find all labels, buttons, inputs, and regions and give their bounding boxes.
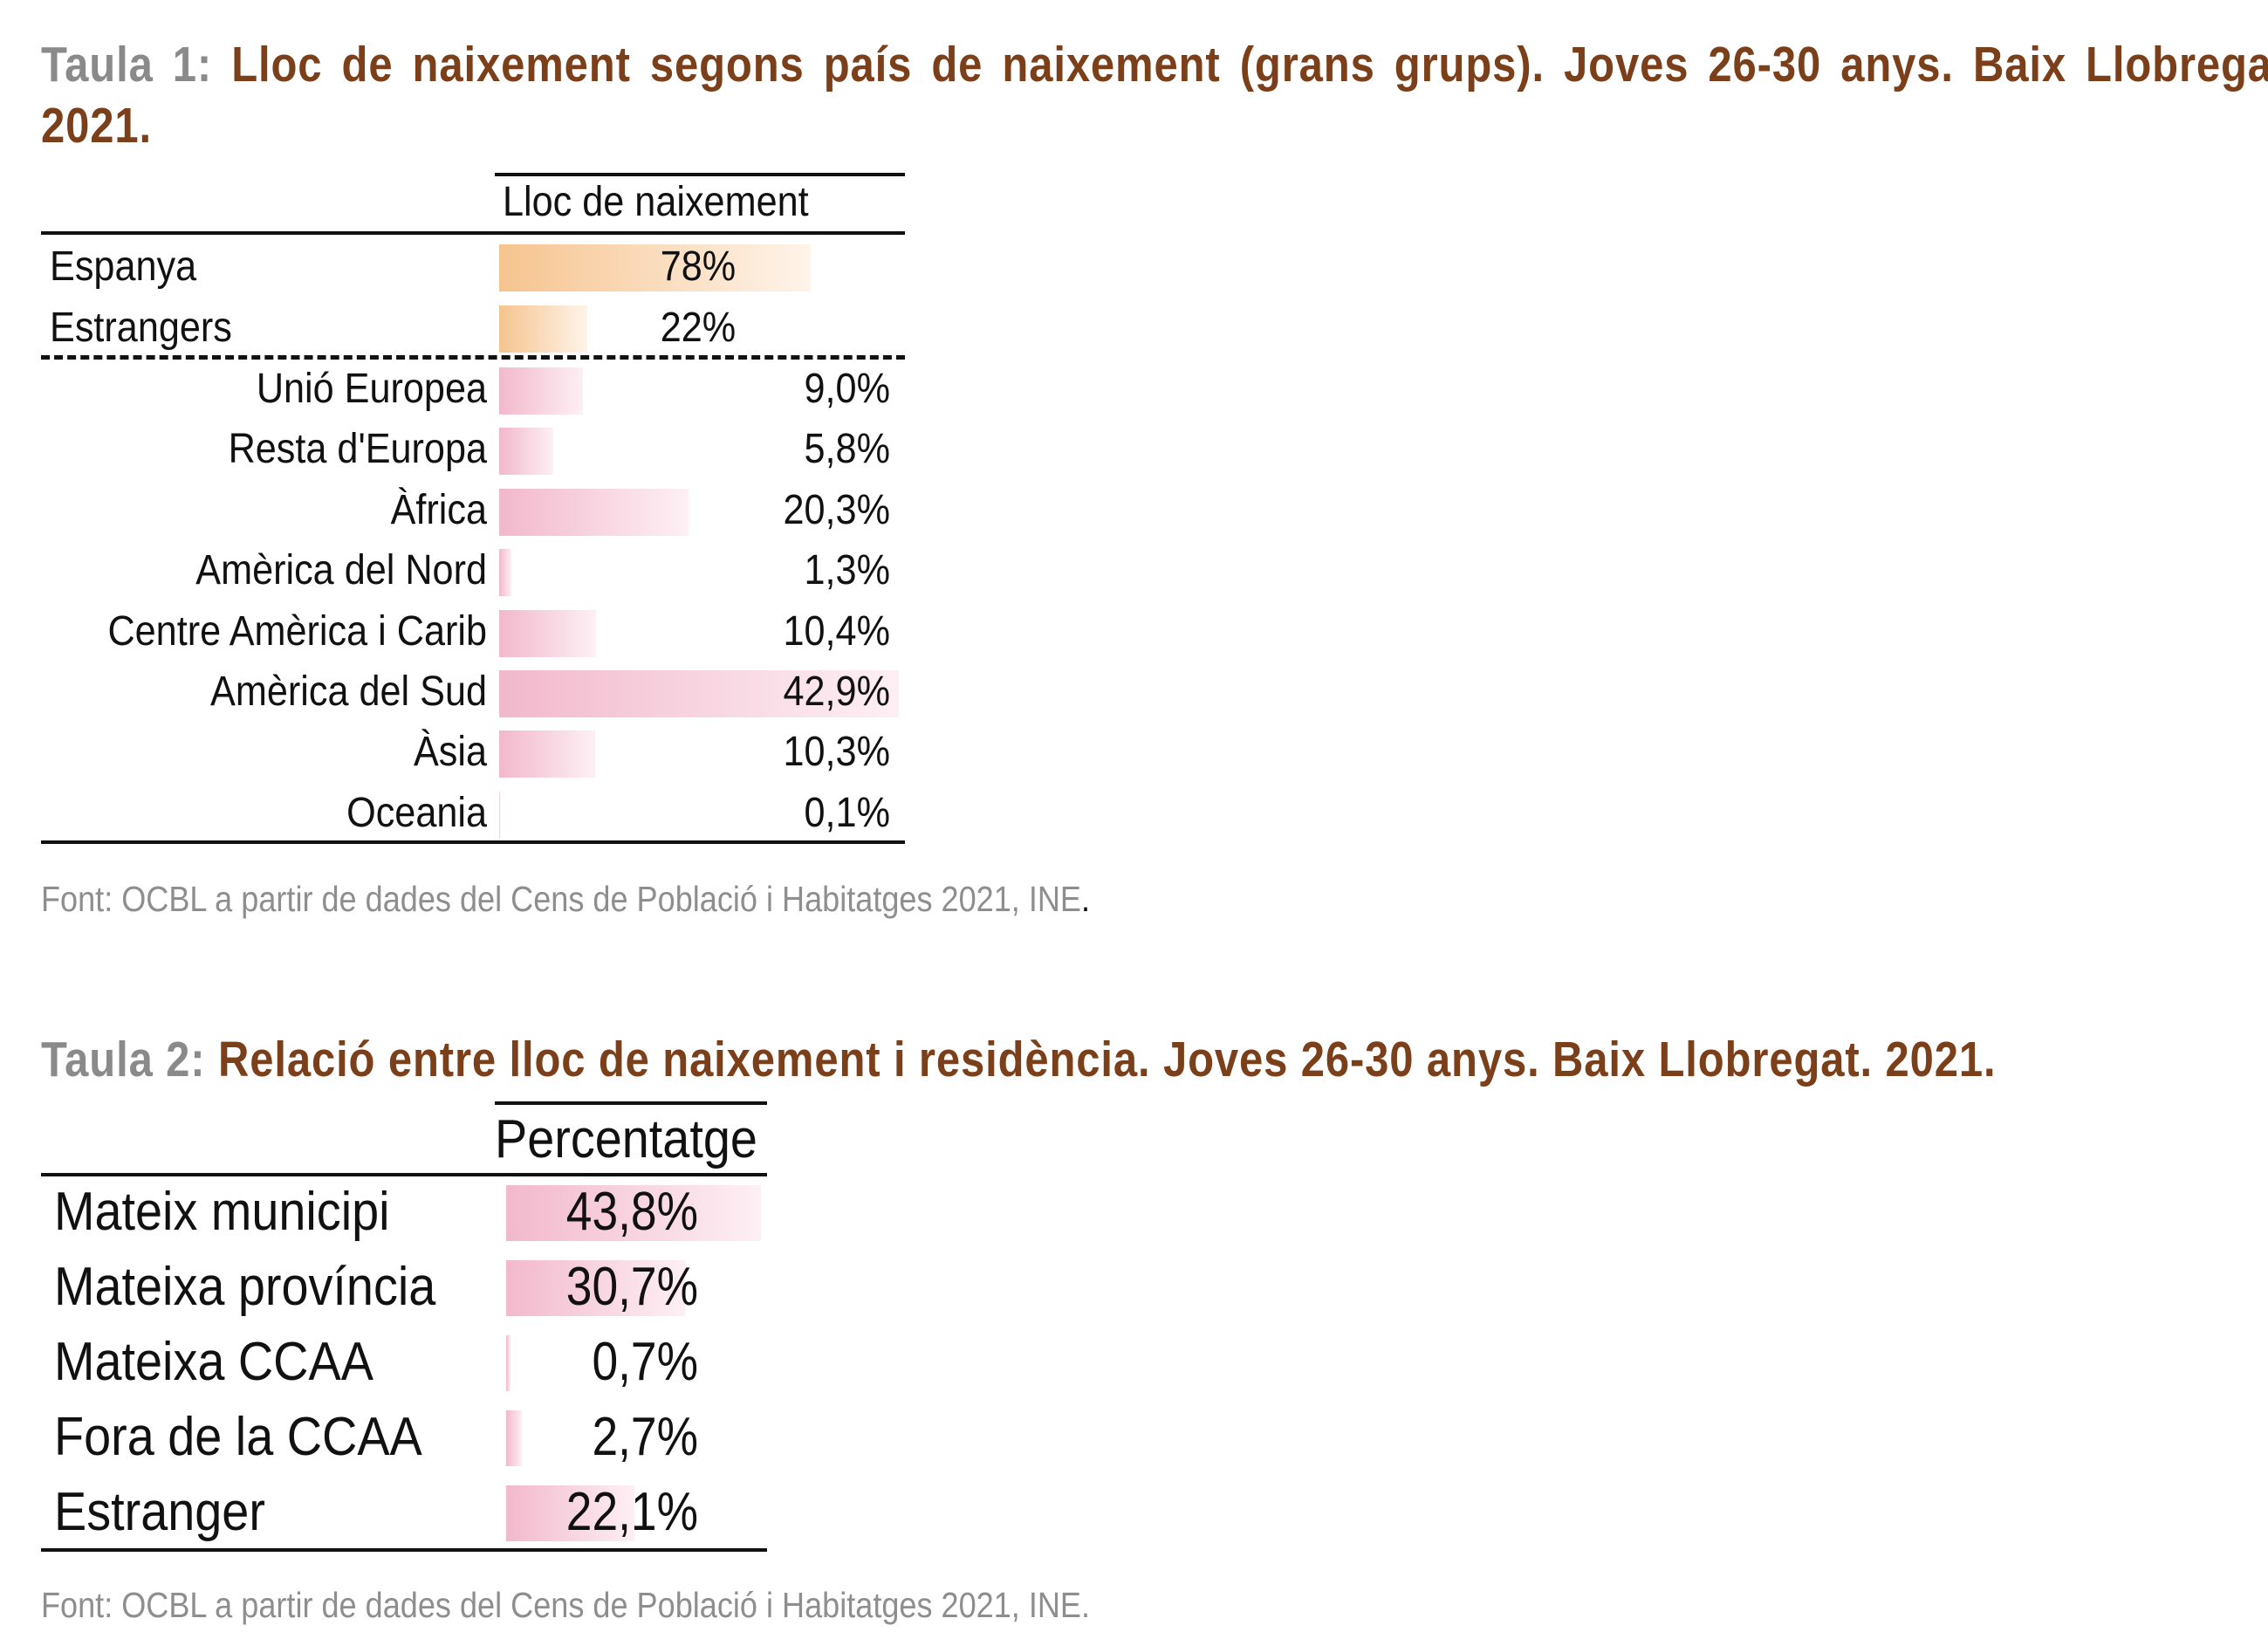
row-label: Mateix municipi xyxy=(54,1182,390,1242)
row-label: Unió Europea xyxy=(256,366,487,412)
row-value: 1,3% xyxy=(804,547,890,594)
row-value: 20,3% xyxy=(783,486,890,533)
row-bar xyxy=(499,305,587,353)
table2-bottom-rule xyxy=(41,1548,767,1552)
table1-source: Font: OCBL a partir de dades del Cens de… xyxy=(41,879,1090,920)
table2-title-text: Relació entre lloc de naixement i residè… xyxy=(217,1032,1997,1087)
table2-title: Taula 2: Relació entre lloc de naixement… xyxy=(41,1030,2268,1091)
row-label: Mateixa CCAA xyxy=(54,1332,373,1392)
row-value: 42,9% xyxy=(783,669,890,715)
row-label: Oceania xyxy=(346,789,487,836)
row-bar xyxy=(499,244,812,291)
row-value: 2,7% xyxy=(592,1407,698,1467)
row-label: Amèrica del Sud xyxy=(210,669,487,715)
row-label: Amèrica del Nord xyxy=(195,547,487,594)
row-label: Fora de la CCAA xyxy=(54,1407,422,1467)
row-value: 0,7% xyxy=(592,1332,698,1392)
row-bar xyxy=(499,670,899,717)
row-value: 30,7% xyxy=(565,1257,698,1317)
row-label: Espanya xyxy=(50,243,197,290)
row-bar xyxy=(499,549,511,597)
row-label: Resta d'Europa xyxy=(228,426,487,473)
table1-bottom-rule xyxy=(41,840,905,844)
row-value: 10,3% xyxy=(783,729,890,776)
row-bar xyxy=(506,1185,761,1241)
row-value: 0,1% xyxy=(804,789,890,836)
table2-header-bottom-rule xyxy=(41,1173,767,1176)
table1-title: Taula 1: Lloc de naixement segons país d… xyxy=(41,35,2268,156)
row-label: Àsia xyxy=(413,729,487,776)
row-bar xyxy=(506,1260,685,1316)
row-bar xyxy=(499,609,597,657)
row-bar xyxy=(506,1410,522,1466)
table1-header-top-rule xyxy=(495,173,905,176)
row-bar xyxy=(499,367,584,415)
row-label: Àfrica xyxy=(390,486,487,533)
table1-dashed-separator xyxy=(41,355,905,360)
row-label: Estranger xyxy=(54,1482,265,1542)
row-value: 78% xyxy=(660,243,737,290)
row-value: 22,1% xyxy=(565,1482,698,1542)
table2-column-header: Percentatge xyxy=(495,1109,757,1169)
table1-column-header: Lloc de naixement xyxy=(503,179,809,225)
row-value: 5,8% xyxy=(804,426,890,473)
row-value: 43,8% xyxy=(565,1182,698,1242)
row-value: 10,4% xyxy=(783,607,890,655)
table1-title-text: Lloc de naixement segons país de naixeme… xyxy=(41,37,2268,154)
row-value: 22% xyxy=(660,305,737,351)
table1-title-number: Taula 1: xyxy=(41,37,213,93)
table2-title-number: Taula 2: xyxy=(41,1032,206,1087)
row-bar xyxy=(506,1485,635,1541)
row-bar xyxy=(506,1335,510,1391)
row-label: Centre Amèrica i Carib xyxy=(107,607,487,655)
table1-header-bottom-rule xyxy=(41,231,905,235)
row-bar xyxy=(499,488,689,536)
table2-header-top-rule xyxy=(495,1101,767,1105)
row-bar xyxy=(499,730,595,778)
table1-source-period: . xyxy=(1081,879,1091,919)
table1-source-text: Font: OCBL a partir de dades del Cens de… xyxy=(41,879,1082,919)
row-label: Estrangers xyxy=(50,305,232,351)
row-label: Mateixa província xyxy=(54,1257,436,1317)
table2-source: Font: OCBL a partir de dades del Cens de… xyxy=(41,1585,1091,1625)
row-bar xyxy=(499,428,553,476)
row-bar xyxy=(499,791,501,839)
row-value: 9,0% xyxy=(804,366,890,412)
